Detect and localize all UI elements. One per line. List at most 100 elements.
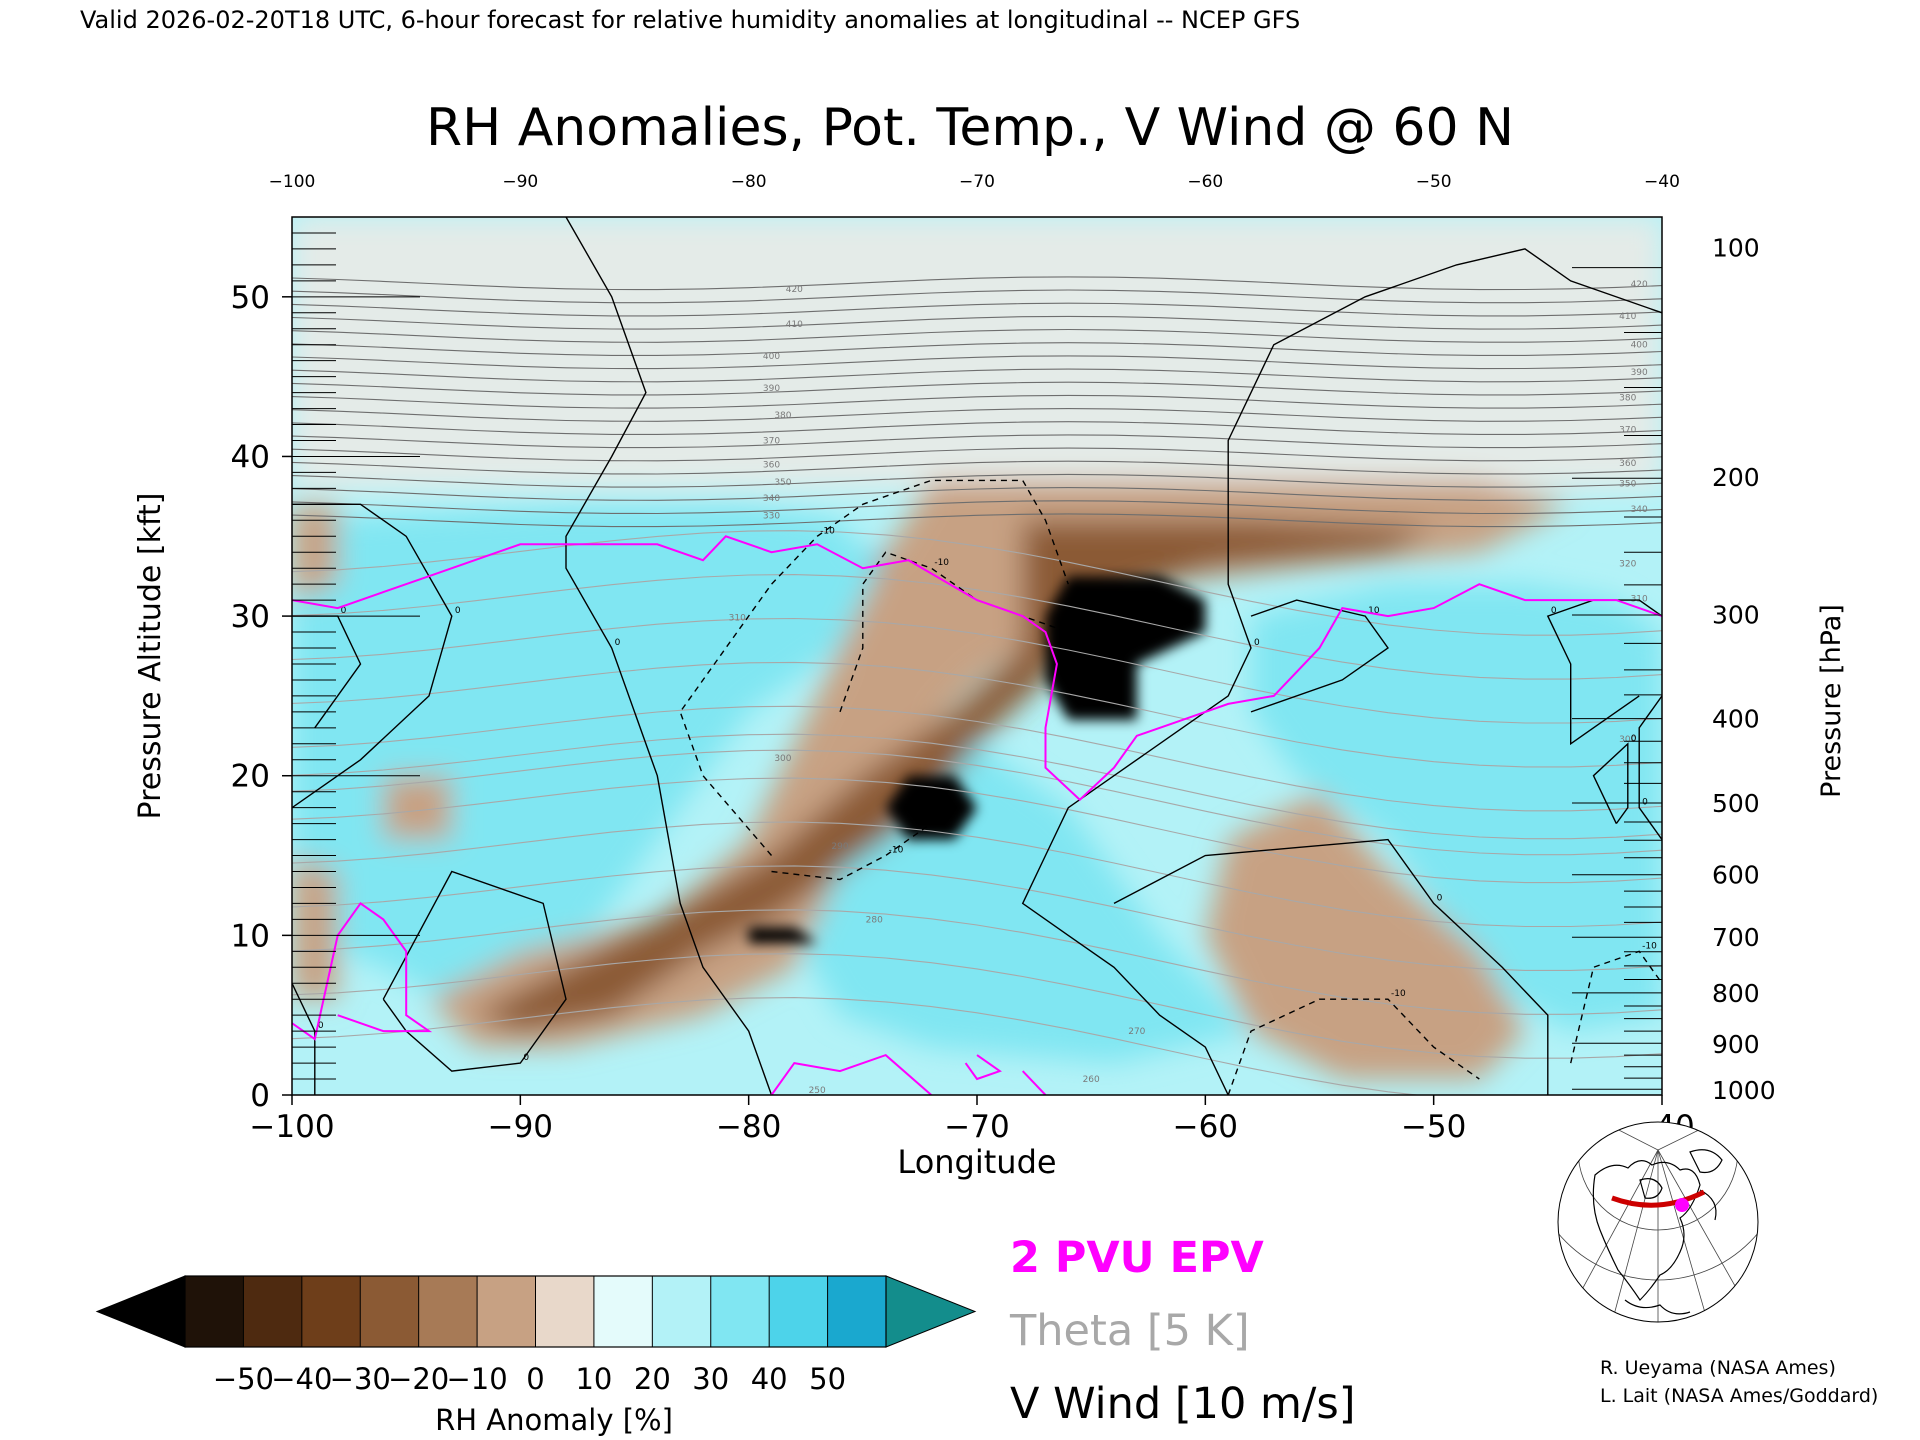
rh-anomaly-region xyxy=(292,504,886,1016)
theta-contour-label: 400 xyxy=(1631,341,1648,351)
theta-contour xyxy=(292,749,1662,856)
rh-anomaly-region xyxy=(383,775,452,840)
theta-contour xyxy=(292,434,1662,449)
colorbar-tick-label: −50 xyxy=(213,1362,274,1396)
theta-contour-label: 370 xyxy=(763,436,780,446)
colorbar-tick-label: 0 xyxy=(526,1362,544,1396)
y-tick-label: 0 xyxy=(250,1078,270,1114)
colorbar-label: RH Anomaly [%] xyxy=(435,1403,673,1437)
credit-line-2: L. Lait (NASA Ames/Goddard) xyxy=(1600,1385,1878,1407)
colorbar-tick-label: −30 xyxy=(330,1362,391,1396)
x-top-tick-label: −50 xyxy=(1416,172,1452,192)
v-wind-contours: 000000010000-10-10-10-10-10 xyxy=(292,217,1662,1095)
rh-anomaly-region xyxy=(748,927,818,944)
rh-anomaly-region xyxy=(885,775,977,840)
v-wind-contour-label: 0 xyxy=(615,638,621,648)
pressure-tick-label: 200 xyxy=(1712,463,1760,492)
colorbar-tick-label: −20 xyxy=(388,1362,449,1396)
theta-contour-label: 260 xyxy=(1083,1075,1100,1085)
colorbar-bin xyxy=(185,1276,244,1347)
x-tick-label: −80 xyxy=(716,1109,781,1145)
theta-contour-label: 380 xyxy=(1619,393,1636,403)
x-tick-label: −70 xyxy=(944,1109,1009,1145)
chart-title: RH Anomalies, Pot. Temp., V Wind @ 60 N xyxy=(426,98,1514,158)
v-wind-contour xyxy=(1638,695,1662,841)
colorbar-bin xyxy=(827,1276,887,1347)
rh-anomaly-region xyxy=(474,520,1434,1032)
pressure-tick-label: 800 xyxy=(1712,979,1760,1008)
theta-contour xyxy=(292,617,1662,724)
rh-anomaly-region xyxy=(1045,576,1206,720)
colorbar-bin xyxy=(535,1276,595,1347)
colorbar-bin xyxy=(593,1276,653,1347)
location-marker xyxy=(1675,1198,1689,1212)
theta-contour xyxy=(292,733,1662,840)
colorbar-bin xyxy=(477,1276,536,1347)
v-wind-contour xyxy=(1113,838,1549,1095)
y-tick-label: 40 xyxy=(231,439,270,475)
theta-contour xyxy=(292,487,1662,501)
theta-contour-label: 350 xyxy=(774,478,791,488)
theta-contour xyxy=(292,953,1662,1059)
v-wind-contour-label: -10 xyxy=(889,846,904,856)
x-tick-label: −100 xyxy=(249,1109,334,1145)
rh-anomaly-field xyxy=(292,217,1662,1079)
v-wind-contour xyxy=(1546,599,1662,746)
plot-area: 420 410 400 390 380 370 360 350 340 330 310 300 290 2… xyxy=(292,217,1662,1095)
legend-theta: Theta [5 K] xyxy=(1009,1306,1250,1356)
v-wind-contour-label: 0 xyxy=(318,1021,324,1031)
theta-contour xyxy=(292,661,1662,768)
pressure-tick-label: 1000 xyxy=(1712,1076,1776,1105)
theta-contour xyxy=(292,574,1662,680)
v-wind-contour-label: 0 xyxy=(1437,893,1443,903)
theta-contour xyxy=(292,500,1662,515)
rh-anomaly-region xyxy=(1205,791,1525,1079)
v-wind-contour-label: 0 xyxy=(1551,606,1557,616)
x-top-tick-label: −80 xyxy=(731,172,767,192)
colorbar-bin xyxy=(710,1276,770,1347)
colorbar-tick-label: 30 xyxy=(692,1362,729,1396)
theta-contour xyxy=(292,513,1662,528)
colorbar-tick-label: −40 xyxy=(271,1362,332,1396)
v-wind-contour xyxy=(1570,950,1662,1064)
v-wind-contour xyxy=(292,503,453,809)
theta-contour-label: 300 xyxy=(774,754,791,764)
colorbar-bin xyxy=(418,1276,478,1347)
x-axis-label: Longitude xyxy=(897,1143,1056,1181)
colorbar-tick-label: 50 xyxy=(809,1362,846,1396)
v-wind-contour xyxy=(1592,742,1629,825)
theta-contour xyxy=(292,328,1662,343)
v-wind-contour xyxy=(1250,599,1389,713)
v-wind-contour xyxy=(382,870,567,1072)
credit-line-1: R. Ueyama (NASA Ames) xyxy=(1600,1357,1836,1379)
v-wind-contour-label: 10 xyxy=(1368,606,1380,616)
inset-map-border xyxy=(1557,1121,1759,1323)
theta-contour xyxy=(292,381,1662,396)
x-top-tick-label: −60 xyxy=(1187,172,1223,192)
theta-contour xyxy=(292,355,1662,370)
theta-contour-label: 420 xyxy=(786,285,803,295)
theta-contour xyxy=(292,865,1662,971)
colorbar-tick-label: 40 xyxy=(751,1362,788,1396)
theta-contour xyxy=(292,289,1662,304)
pressure-axis-label: Pressure [hPa] xyxy=(1816,604,1847,798)
theta-contour-label: 410 xyxy=(786,320,803,330)
theta-contour-label: 310 xyxy=(729,614,746,624)
v-wind-contour xyxy=(679,479,1069,856)
v-wind-contour-label: 0 xyxy=(455,606,461,616)
pressure-tick-label: 400 xyxy=(1712,704,1760,733)
y-axis-label: Pressure Altitude [kft] xyxy=(133,493,168,820)
v-wind-contour xyxy=(565,217,773,1095)
theta-contour xyxy=(292,909,1662,1015)
theta-contour-label: 390 xyxy=(1631,368,1648,378)
theta-contour xyxy=(292,447,1662,462)
v-wind-contour-label: 0 xyxy=(341,606,347,616)
x-top-tick-label: −90 xyxy=(502,172,538,192)
colorbar-bin xyxy=(301,1276,361,1347)
theta-contour-label: 290 xyxy=(831,842,848,852)
theta-contour xyxy=(292,342,1662,356)
y-tick-label: 50 xyxy=(231,280,270,316)
x-tick-label: −50 xyxy=(1401,1109,1466,1145)
legend-epv: 2 PVU EPV xyxy=(1010,1233,1264,1283)
v-wind-contour xyxy=(839,551,1069,713)
